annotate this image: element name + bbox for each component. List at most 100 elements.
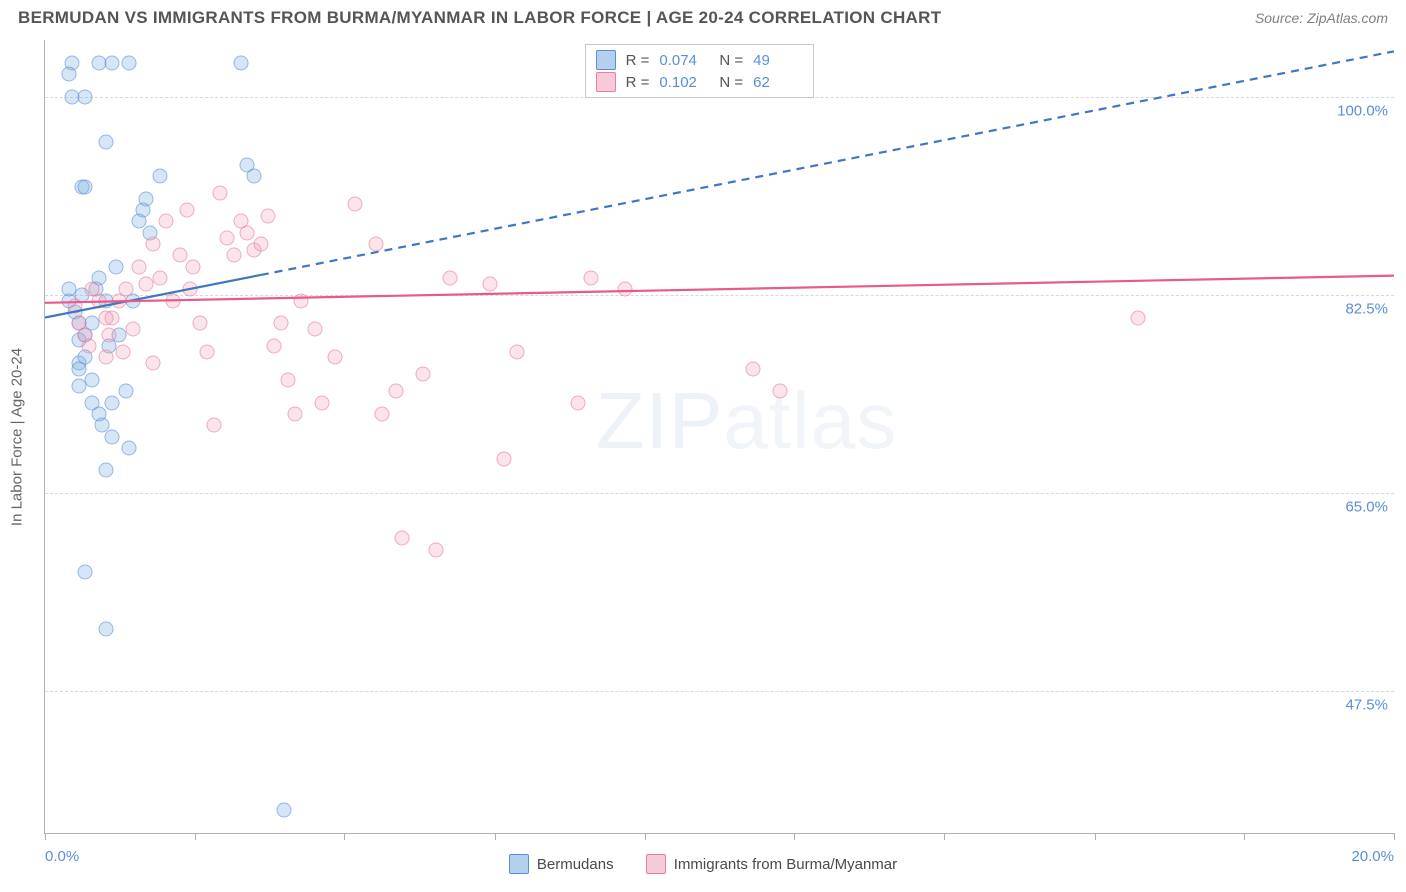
scatter-point [179, 202, 194, 217]
scatter-point [618, 282, 633, 297]
scatter-point [105, 395, 120, 410]
y-tick-label: 82.5% [1345, 300, 1388, 317]
scatter-point [71, 361, 86, 376]
y-tick-label: 47.5% [1345, 697, 1388, 714]
scatter-point [139, 191, 154, 206]
scatter-point [125, 321, 140, 336]
scatter-point [442, 270, 457, 285]
scatter-point [584, 270, 599, 285]
scatter-point [746, 361, 761, 376]
scatter-point [105, 429, 120, 444]
scatter-point [307, 321, 322, 336]
scatter-point [118, 282, 133, 297]
scatter-point [183, 282, 198, 297]
x-tick [794, 833, 795, 840]
x-tick [1394, 833, 1395, 840]
scatter-point [388, 384, 403, 399]
y-tick-label: 65.0% [1345, 499, 1388, 516]
scatter-point [280, 372, 295, 387]
scatter-point [108, 259, 123, 274]
stat-row-series-b: R = 0.102 N = 62 [596, 71, 804, 93]
chart-legend: Bermudans Immigrants from Burma/Myanmar [0, 854, 1406, 878]
scatter-point [166, 293, 181, 308]
scatter-point [64, 89, 79, 104]
scatter-point [132, 259, 147, 274]
scatter-point [193, 316, 208, 331]
scatter-point [510, 344, 525, 359]
gridline [45, 691, 1394, 692]
x-tick [495, 833, 496, 840]
scatter-point [145, 355, 160, 370]
scatter-point [159, 214, 174, 229]
scatter-point [375, 406, 390, 421]
correlation-stats-box: R = 0.074 N = 49 R = 0.102 N = 62 [585, 44, 815, 98]
source-attribution: Source: ZipAtlas.com [1255, 10, 1388, 26]
legend-item: Bermudans [509, 854, 614, 874]
scatter-point [122, 440, 137, 455]
scatter-point [368, 236, 383, 251]
chart-title: BERMUDAN VS IMMIGRANTS FROM BURMA/MYANMA… [18, 8, 941, 28]
scatter-point [773, 384, 788, 399]
swatch-icon [596, 72, 616, 92]
swatch-icon [596, 50, 616, 70]
x-tick [45, 833, 46, 840]
scatter-point [294, 293, 309, 308]
scatter-point [328, 350, 343, 365]
scatter-point [91, 406, 106, 421]
scatter-point [122, 55, 137, 70]
scatter-point [186, 259, 201, 274]
scatter-point [247, 168, 262, 183]
swatch-icon [646, 854, 666, 874]
scatter-point [102, 327, 117, 342]
scatter-point [253, 236, 268, 251]
scatter-point [287, 406, 302, 421]
scatter-point [496, 452, 511, 467]
scatter-point [483, 276, 498, 291]
scatter-point [78, 180, 93, 195]
scatter-point [226, 248, 241, 263]
scatter-point [172, 248, 187, 263]
gridline [45, 295, 1394, 296]
scatter-point [68, 299, 83, 314]
scatter-point [267, 338, 282, 353]
x-tick [645, 833, 646, 840]
scatter-point [570, 395, 585, 410]
scatter-point [91, 293, 106, 308]
scatter-point [71, 378, 86, 393]
scatter-point [233, 55, 248, 70]
scatter-point [395, 531, 410, 546]
scatter-point [206, 418, 221, 433]
scatter-point [314, 395, 329, 410]
scatter-point [78, 89, 93, 104]
scatter-point [220, 231, 235, 246]
gridline [45, 493, 1394, 494]
scatter-point [240, 225, 255, 240]
scatter-point [98, 134, 113, 149]
scatter-point [348, 197, 363, 212]
scatter-point [115, 344, 130, 359]
scatter-point [98, 463, 113, 478]
scatter-point [277, 803, 292, 818]
scatter-point [152, 270, 167, 285]
legend-item: Immigrants from Burma/Myanmar [646, 854, 897, 874]
scatter-point [98, 350, 113, 365]
scatter-point [81, 338, 96, 353]
stat-row-series-a: R = 0.074 N = 49 [596, 49, 804, 71]
scatter-point [1130, 310, 1145, 325]
chart-plot-area: In Labor Force | Age 20-24 ZIPatlas 47.5… [44, 40, 1394, 834]
swatch-icon [509, 854, 529, 874]
scatter-point [118, 384, 133, 399]
scatter-point [145, 236, 160, 251]
y-axis-title: In Labor Force | Age 20-24 [9, 347, 26, 525]
x-tick [344, 833, 345, 840]
scatter-point [415, 367, 430, 382]
scatter-point [105, 55, 120, 70]
scatter-point [152, 168, 167, 183]
scatter-point [78, 565, 93, 580]
x-tick [195, 833, 196, 840]
scatter-point [98, 622, 113, 637]
scatter-point [260, 208, 275, 223]
scatter-point [213, 185, 228, 200]
y-tick-label: 100.0% [1337, 102, 1388, 119]
x-tick [1244, 833, 1245, 840]
